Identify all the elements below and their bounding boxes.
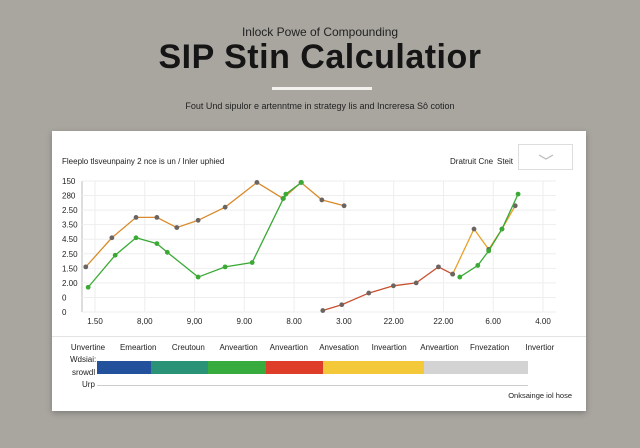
y-tick-label: 2.00 xyxy=(62,279,78,288)
data-point-green-2 xyxy=(475,263,481,268)
dropdown[interactable] xyxy=(518,144,573,170)
y-tick-label: 4.50 xyxy=(62,235,78,244)
x-tick-label: 9,00 xyxy=(187,317,203,326)
page-subtitle: Inlock Powe of Compounding xyxy=(241,25,399,39)
x-tick-label: 8,00 xyxy=(137,317,153,326)
data-point-orange xyxy=(195,217,201,223)
data-point-green xyxy=(249,260,255,265)
page-title: SIP Stin Calculatior xyxy=(158,38,482,76)
data-point-green xyxy=(133,235,139,241)
data-point-orange xyxy=(154,214,160,220)
data-point-orange-2 xyxy=(450,271,456,277)
chart-card: 0 0 2.00 1.50 2.50 4.50 3.50 2.50 280 150 1.50 8,00… xyxy=(52,131,586,411)
legend-label: Fnvezation xyxy=(470,343,510,352)
x-tick-label: 22.00 xyxy=(384,317,405,326)
data-point-green xyxy=(164,249,170,255)
bar-segment xyxy=(323,361,425,374)
legend-label: Creutoun xyxy=(171,343,205,352)
data-point-orange xyxy=(83,264,89,270)
data-point-red xyxy=(436,264,441,270)
x-tick-label: 4.00 xyxy=(535,317,551,326)
legend-label: Invertior xyxy=(525,343,555,352)
data-point-red xyxy=(320,308,326,313)
data-point-green xyxy=(85,284,91,290)
bar-segment xyxy=(97,361,152,374)
legend-label: Anveartion xyxy=(420,343,459,352)
allocation-bar xyxy=(97,361,528,374)
data-point-orange-2 xyxy=(471,226,477,232)
data-point-green xyxy=(222,264,228,270)
option-label[interactable]: Dratruit Cne xyxy=(450,157,494,166)
data-point-orange xyxy=(174,225,180,230)
x-tick-label: 6.00 xyxy=(485,317,501,326)
legend-label: Emeartion xyxy=(119,343,157,352)
bar-segment xyxy=(208,361,267,374)
bar-axis xyxy=(97,385,528,386)
footnote: Onksainge iol hose xyxy=(508,391,572,400)
data-point-red xyxy=(413,280,419,286)
data-point-green-2 xyxy=(499,226,505,232)
series-line-orange-2 xyxy=(452,205,516,275)
data-point-red xyxy=(339,302,345,308)
data-point-green xyxy=(283,191,289,197)
data-point-orange-2 xyxy=(512,203,518,209)
bar-segment xyxy=(266,361,324,374)
line-chart: 0 0 2.00 1.50 2.50 4.50 3.50 2.50 280 150 1.50 8,00… xyxy=(62,177,556,326)
y-tick-label: 1.50 xyxy=(62,264,78,273)
x-tick-label: 3.00 xyxy=(336,317,352,326)
x-tick-label: 8.00 xyxy=(286,317,302,326)
option-label-2[interactable]: Steit xyxy=(497,157,514,166)
side-label: Urp xyxy=(82,380,95,389)
data-point-green xyxy=(195,274,201,280)
data-point-green xyxy=(281,196,286,201)
data-point-orange xyxy=(109,235,115,241)
y-tick-label: 280 xyxy=(62,192,76,201)
y-tick-label: 150 xyxy=(62,177,76,186)
y-tick-label: 0 xyxy=(62,293,67,302)
side-label: srowdl xyxy=(72,368,96,377)
y-tick-label: 3.50 xyxy=(62,221,78,230)
chevron-down-icon xyxy=(538,154,554,160)
chart-title: Fleeplo tlsveunpainy 2 nce is un / Inler… xyxy=(62,157,225,166)
legend-label: Inveartion xyxy=(371,343,407,352)
side-label: Wdsiai: xyxy=(70,355,97,364)
legend-label: Anveartion xyxy=(219,343,258,352)
data-point-orange xyxy=(133,214,139,220)
bar-segment xyxy=(151,361,209,374)
x-tick-label: 9.00 xyxy=(237,317,253,326)
data-point-green xyxy=(154,241,160,246)
data-point-orange xyxy=(319,197,325,203)
x-tick-label: 22.00 xyxy=(433,317,454,326)
data-point-green xyxy=(112,252,118,258)
legend-label: Unvertine xyxy=(70,343,106,352)
data-point-orange xyxy=(222,204,228,210)
series-line-green-2 xyxy=(459,193,519,278)
y-tick-label: 0 xyxy=(62,308,67,317)
data-point-green-2 xyxy=(515,191,521,197)
data-point-green xyxy=(299,180,304,185)
title-divider xyxy=(272,87,372,90)
data-point-orange xyxy=(341,203,347,209)
data-point-red xyxy=(391,283,396,289)
y-tick-label: 2.50 xyxy=(62,250,78,259)
y-tick-label: 2.50 xyxy=(62,206,78,215)
data-point-green-2 xyxy=(486,248,492,254)
legend-label: Anvesation xyxy=(319,343,359,352)
x-tick-label: 1.50 xyxy=(87,317,103,326)
bar-segment xyxy=(424,361,528,374)
series-line-orange xyxy=(85,181,345,268)
page-description: Fout Und sipulor e artenntme in strategy… xyxy=(185,101,455,111)
data-point-red xyxy=(366,290,372,296)
legend-label: Anveartion xyxy=(269,343,308,352)
data-point-orange xyxy=(254,180,260,185)
legend-area: Unvertine Emeartion Creutoun Anveartion Anve… xyxy=(52,336,586,352)
data-point-green-2 xyxy=(457,274,463,280)
